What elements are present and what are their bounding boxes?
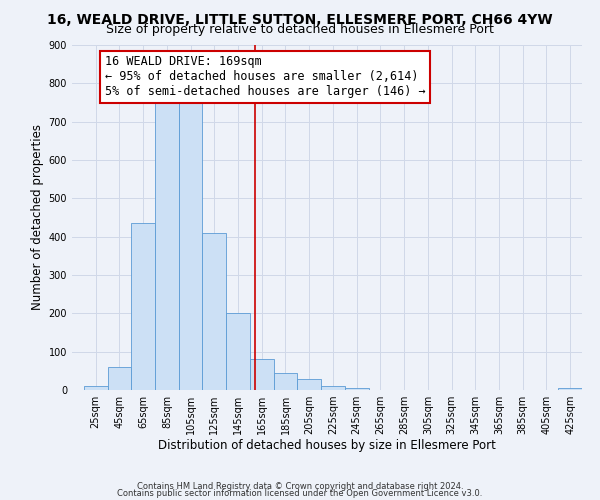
Bar <box>131 223 155 390</box>
Y-axis label: Number of detached properties: Number of detached properties <box>31 124 44 310</box>
Text: Contains HM Land Registry data © Crown copyright and database right 2024.: Contains HM Land Registry data © Crown c… <box>137 482 463 491</box>
Bar <box>321 386 345 390</box>
Text: 16 WEALD DRIVE: 169sqm
← 95% of detached houses are smaller (2,614)
5% of semi-d: 16 WEALD DRIVE: 169sqm ← 95% of detached… <box>105 56 426 98</box>
Bar <box>274 373 298 390</box>
Bar <box>298 378 321 390</box>
Bar <box>345 388 368 390</box>
Bar <box>202 233 226 390</box>
Bar <box>250 360 274 390</box>
Bar <box>107 367 131 390</box>
Bar <box>84 386 107 390</box>
Bar <box>155 102 179 390</box>
Bar <box>179 102 202 390</box>
Text: Contains public sector information licensed under the Open Government Licence v3: Contains public sector information licen… <box>118 489 482 498</box>
Bar <box>558 388 582 390</box>
Bar <box>226 314 250 390</box>
Text: 16, WEALD DRIVE, LITTLE SUTTON, ELLESMERE PORT, CH66 4YW: 16, WEALD DRIVE, LITTLE SUTTON, ELLESMER… <box>47 12 553 26</box>
Text: Size of property relative to detached houses in Ellesmere Port: Size of property relative to detached ho… <box>106 22 494 36</box>
X-axis label: Distribution of detached houses by size in Ellesmere Port: Distribution of detached houses by size … <box>158 438 496 452</box>
